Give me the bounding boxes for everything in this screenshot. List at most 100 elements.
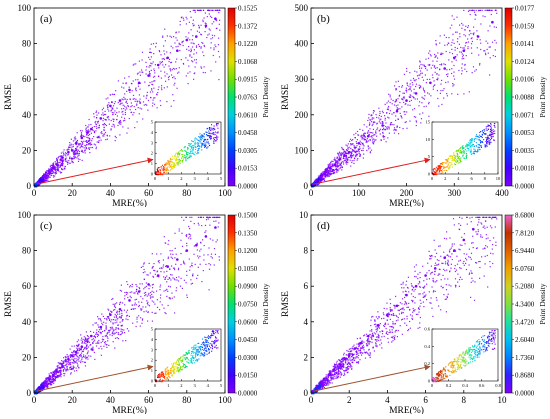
density-point <box>118 332 119 333</box>
density-point <box>352 160 353 161</box>
inset-point <box>191 151 192 152</box>
density-point <box>115 314 116 315</box>
density-point <box>463 93 464 94</box>
inset-point <box>454 163 455 164</box>
density-point <box>462 63 463 64</box>
density-point <box>163 50 164 51</box>
inset-point <box>487 135 488 136</box>
density-point <box>125 98 126 99</box>
density-point <box>107 135 108 136</box>
density-point <box>336 171 337 172</box>
density-point <box>179 50 180 51</box>
density-point <box>428 53 429 54</box>
density-point <box>115 307 116 308</box>
density-point <box>92 349 93 350</box>
inset-point <box>177 156 178 157</box>
density-point <box>120 302 121 303</box>
density-point <box>373 110 374 111</box>
density-point <box>144 293 145 294</box>
inset-point <box>435 174 436 175</box>
inset-point <box>440 163 441 164</box>
density-point <box>447 95 448 96</box>
data-point <box>176 49 179 52</box>
density-point <box>153 100 154 101</box>
data-point <box>81 137 84 140</box>
density-point <box>68 147 69 148</box>
inset-point <box>488 140 489 141</box>
density-point <box>99 125 100 126</box>
density-point <box>479 63 480 64</box>
density-point <box>491 14 492 15</box>
density-point <box>400 115 401 116</box>
density-point <box>59 156 60 157</box>
density-point <box>118 102 119 103</box>
density-point <box>129 118 130 119</box>
density-point <box>64 373 65 374</box>
density-point <box>210 264 211 265</box>
density-point <box>337 157 338 158</box>
inset-point <box>194 140 195 141</box>
density-point <box>96 117 97 118</box>
density-point <box>377 127 378 128</box>
inset-point <box>476 134 477 135</box>
inset-point <box>492 132 493 133</box>
density-point <box>385 104 386 105</box>
inset-point <box>462 151 463 152</box>
inset-point <box>181 158 182 159</box>
inset-point <box>489 143 490 144</box>
density-point <box>430 95 431 96</box>
x-tick-label: 0 <box>309 188 314 198</box>
density-point <box>115 338 116 339</box>
inset-point <box>484 129 485 130</box>
inset-point <box>468 142 469 143</box>
density-point <box>59 159 60 160</box>
density-point <box>122 103 123 104</box>
inset-point <box>464 151 465 152</box>
density-point <box>495 49 496 50</box>
density-point <box>436 61 437 62</box>
density-point <box>389 128 390 129</box>
density-point <box>139 305 140 306</box>
density-point <box>393 130 394 131</box>
inset-point <box>458 157 459 158</box>
density-point <box>149 67 150 68</box>
density-point <box>420 122 421 123</box>
density-point <box>174 233 175 234</box>
inset-point <box>190 155 191 156</box>
density-point <box>73 152 74 153</box>
density-point <box>340 157 341 158</box>
density-point <box>460 47 461 48</box>
density-point <box>146 274 147 275</box>
panel-label: (a) <box>40 13 53 25</box>
density-point <box>371 114 372 115</box>
density-point <box>87 352 88 353</box>
density-point <box>64 360 65 361</box>
inset-y-tick-label: 2 <box>151 151 153 156</box>
density-point <box>108 117 109 118</box>
density-point <box>53 383 54 384</box>
density-point <box>324 174 325 175</box>
density-point <box>452 34 453 35</box>
density-point <box>163 264 164 265</box>
density-point <box>373 112 374 113</box>
density-point <box>330 164 331 165</box>
density-point <box>397 105 398 106</box>
density-point <box>205 225 206 226</box>
density-point <box>111 128 112 129</box>
inset-point <box>186 154 187 155</box>
inset-point <box>198 152 199 153</box>
density-point <box>108 110 109 111</box>
inset-point <box>470 152 471 153</box>
density-point <box>342 154 343 155</box>
inset-point <box>163 173 164 174</box>
inset-point <box>453 152 454 153</box>
density-point <box>159 309 160 310</box>
density-point <box>154 304 155 305</box>
density-point <box>412 109 413 110</box>
density-point <box>80 130 81 131</box>
density-point <box>102 336 103 337</box>
density-point <box>152 267 153 268</box>
density-point <box>113 304 114 305</box>
density-point <box>75 358 76 359</box>
density-point <box>147 302 148 303</box>
